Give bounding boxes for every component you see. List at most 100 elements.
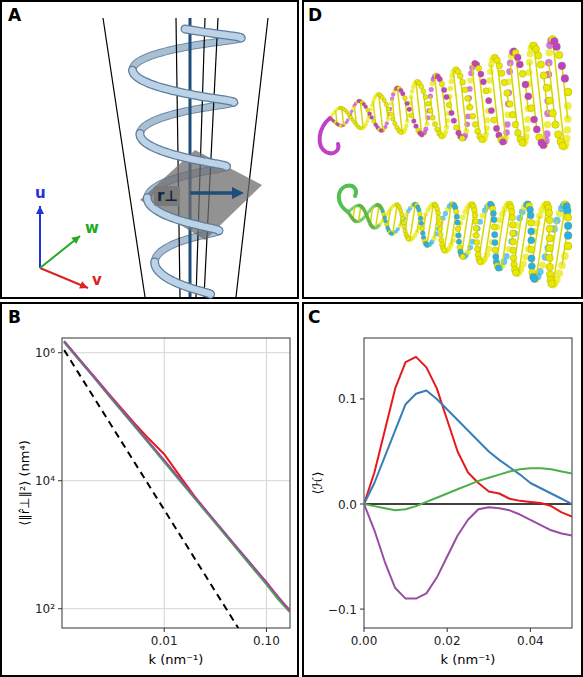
atom-front — [483, 88, 489, 94]
series-line — [364, 357, 572, 517]
atom-front — [383, 216, 387, 220]
atom-front — [398, 130, 403, 135]
atom-front — [498, 70, 505, 77]
atom-back — [460, 214, 466, 220]
helix-front-edge — [185, 29, 241, 38]
atom-front — [459, 136, 465, 142]
axis-vector-label: w — [85, 219, 99, 237]
atom-back — [564, 242, 572, 250]
base-pair — [491, 65, 499, 135]
atom-front — [425, 101, 430, 106]
atom-front — [493, 125, 499, 131]
atom-front — [474, 246, 480, 252]
atom-back — [524, 116, 531, 123]
series-line — [64, 341, 290, 611]
axis-vector-head — [36, 206, 44, 214]
atom-front — [339, 124, 342, 127]
atom-front — [419, 84, 424, 89]
base-pair — [510, 63, 518, 133]
atom-back — [446, 102, 452, 108]
atom-front — [402, 225, 406, 229]
tick-mark — [360, 609, 364, 610]
plot-frame — [62, 338, 290, 628]
atom-front — [552, 121, 559, 128]
atom-front — [393, 121, 397, 125]
tick-label: 0.1 — [338, 392, 357, 406]
atom-front — [546, 263, 553, 270]
atom-front — [386, 107, 390, 111]
atom-front — [549, 109, 556, 116]
atom-back — [449, 79, 455, 85]
atom-front — [528, 105, 535, 112]
atom-front — [514, 54, 521, 61]
r-perp-arrow-head — [232, 187, 244, 199]
tick-label: 10² — [35, 602, 55, 616]
tick-label: 0.10 — [253, 634, 280, 648]
tick-mark — [266, 628, 267, 632]
atom-front — [504, 90, 511, 97]
helix-back — [140, 102, 234, 133]
base-pair — [460, 76, 466, 131]
atom-front — [509, 214, 516, 221]
tick-mark — [360, 504, 364, 505]
atom-back — [365, 119, 369, 123]
atom-back — [528, 237, 535, 244]
atom-front — [370, 116, 374, 120]
atom-front — [462, 87, 468, 93]
grid-line — [62, 480, 290, 481]
atom-front — [379, 129, 383, 133]
base-pair — [376, 205, 379, 227]
atom-front — [465, 95, 471, 101]
atom-front — [531, 116, 538, 123]
base-pair — [410, 204, 415, 239]
tick-label: 0.01 — [151, 634, 178, 648]
atom-back — [555, 269, 563, 277]
atom-front — [384, 102, 388, 106]
atom-front — [437, 221, 442, 226]
atom-front — [451, 118, 457, 124]
atom-back — [423, 126, 428, 131]
y-axis-title: ⟨‖r̂⊥‖²⟩ (nm⁴) — [17, 440, 32, 525]
atom-front — [528, 228, 535, 235]
atom-front — [532, 46, 539, 53]
atom-front — [453, 209, 458, 214]
panel-frame — [1, 1, 298, 298]
tick-mark — [58, 608, 62, 609]
grid-line — [62, 352, 290, 353]
x-axis-title: k (nm⁻¹) — [149, 652, 204, 667]
atom-front — [546, 97, 553, 104]
tick-label: −0.1 — [328, 603, 357, 617]
y-axis-title: ⟨ℋ⟩ — [310, 472, 325, 495]
atom-front — [474, 240, 480, 246]
helix-back — [133, 38, 242, 70]
tick-mark — [58, 480, 62, 481]
tail-curl — [339, 186, 356, 212]
atom-front — [491, 117, 497, 123]
atom-front — [400, 91, 405, 96]
series-line — [364, 504, 572, 599]
tick-label: 0.00 — [351, 634, 378, 648]
atom-front — [420, 226, 425, 231]
atom-front — [444, 94, 449, 99]
atom-front — [470, 113, 476, 119]
base-pair — [516, 53, 526, 142]
base-pair — [479, 68, 486, 134]
atom-front — [525, 93, 532, 100]
panel-a: r⊥uvw — [35, 18, 268, 297]
cone-line — [103, 18, 145, 297]
atom-front — [405, 101, 410, 106]
atom-front — [509, 111, 516, 118]
base-pair — [453, 72, 460, 137]
atom-front — [432, 121, 437, 126]
x-axis-title: k (nm⁻¹) — [441, 652, 496, 667]
atom-front — [528, 263, 535, 270]
atom-front — [472, 212, 478, 218]
helix-front — [133, 70, 234, 102]
atom-back — [407, 107, 412, 112]
atom-front — [437, 227, 442, 232]
atom-front — [548, 280, 556, 288]
axis-vector-head — [71, 236, 80, 244]
atom-back — [544, 121, 551, 128]
atom-front — [488, 107, 494, 113]
series-line — [364, 391, 572, 504]
